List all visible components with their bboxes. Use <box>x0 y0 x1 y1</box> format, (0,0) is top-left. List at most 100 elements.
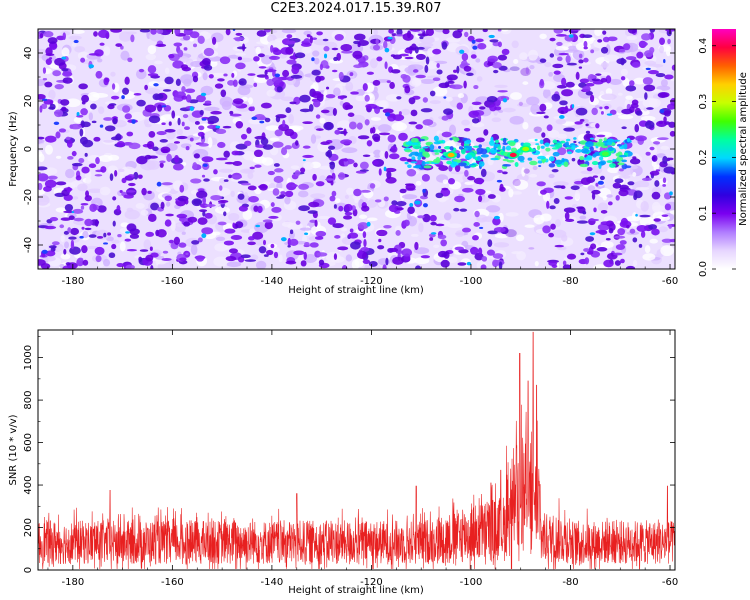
heatmap-noise-cell <box>49 103 56 110</box>
heatmap-noise-cell <box>626 224 630 229</box>
heatmap-noise-cell <box>651 156 656 161</box>
heatmap-noise-cell <box>340 44 353 52</box>
heatmap-noise-cell <box>287 244 291 248</box>
heatmap-noise-cell <box>236 46 247 50</box>
heatmap-noise-cell <box>366 199 378 208</box>
heatmap-noise-cell <box>231 72 235 78</box>
heatmap-noise-cell <box>614 260 621 266</box>
heatmap-noise-cell <box>171 110 176 119</box>
heatmap-x-tick-label: -100 <box>460 276 483 287</box>
heatmap-noise-cell <box>344 194 349 199</box>
heatmap-noise-cell <box>160 146 171 154</box>
heatmap-speckle <box>304 232 309 235</box>
heatmap-noise-cell <box>558 52 569 56</box>
heatmap-noise-cell <box>271 206 282 213</box>
heatmap-noise-cell <box>156 229 167 238</box>
heatmap-noise-cell <box>563 127 575 132</box>
heatmap-noise-cell <box>81 166 90 174</box>
snr-x-tick-label: -140 <box>261 577 284 588</box>
heatmap-noise-cell <box>372 133 381 141</box>
heatmap-noise-cell <box>340 50 353 54</box>
heatmap-noise-cell <box>255 46 262 55</box>
heatmap-noise-cell <box>162 89 172 92</box>
heatmap-noise-cell <box>350 91 359 95</box>
heatmap-noise-cell <box>307 210 318 214</box>
heatmap-noise-cell <box>352 50 363 60</box>
heatmap-noise-cell <box>254 164 262 168</box>
heatmap-speckle <box>589 232 596 236</box>
heatmap-signal-cell <box>565 138 571 142</box>
heatmap-noise-cell <box>166 29 173 33</box>
heatmap-noise-cell <box>533 126 542 133</box>
heatmap-noise-cell <box>333 56 338 62</box>
heatmap-noise-cell <box>590 243 597 250</box>
colorbar-ticks: 0.0 0.1 0.2 0.3 0.4 <box>698 38 736 277</box>
heatmap-noise-cell <box>607 201 613 206</box>
heatmap-speckle <box>645 67 651 71</box>
heatmap-noise-cell <box>570 185 580 191</box>
heatmap-noise-cell <box>659 45 664 54</box>
heatmap-noise-cell <box>390 145 398 153</box>
heatmap-noise-cell <box>348 121 357 130</box>
heatmap-speckle <box>443 96 447 99</box>
heatmap-noise-cell <box>204 106 220 112</box>
heatmap-noise-cell <box>415 180 422 186</box>
heatmap-noise-cell <box>84 152 88 157</box>
heatmap-signal-cell <box>493 143 500 148</box>
heatmap-noise-cell <box>540 213 552 222</box>
heatmap-noise-cell <box>354 197 359 204</box>
heatmap-noise-cell <box>429 90 436 97</box>
heatmap-noise-cell <box>641 177 652 181</box>
heatmap-noise-cell <box>411 79 422 86</box>
heatmap-signal-cell <box>606 141 613 146</box>
heatmap-noise-cell <box>104 125 116 132</box>
heatmap-noise-cell <box>308 201 320 208</box>
heatmap-noise-cell <box>597 223 610 231</box>
heatmap-noise-cell <box>213 169 218 175</box>
heatmap-noise-cell <box>285 260 297 265</box>
heatmap-noise-cell <box>123 194 134 199</box>
heatmap-noise-cell <box>253 149 263 158</box>
heatmap-noise-cell <box>124 209 140 220</box>
heatmap-noise-cell <box>109 173 114 181</box>
heatmap-signal-cell <box>539 139 544 145</box>
heatmap-noise-cell <box>243 191 249 199</box>
heatmap-noise-cell <box>47 37 58 44</box>
heatmap-noise-cell <box>59 224 65 229</box>
heatmap-noise-cell <box>662 183 667 187</box>
heatmap-noise-cell <box>311 92 324 99</box>
heatmap-noise-cell <box>165 213 174 217</box>
heatmap-signal-cell <box>463 145 473 149</box>
heatmap-noise-cell <box>658 226 668 233</box>
heatmap-noise-cell <box>331 190 337 197</box>
heatmap-noise-cell <box>602 30 607 35</box>
heatmap-noise-cell <box>77 257 84 261</box>
heatmap-noise-cell <box>85 190 90 198</box>
heatmap-noise-cell <box>616 58 627 65</box>
heatmap-peak <box>522 146 530 152</box>
heatmap-noise-cell <box>62 32 66 40</box>
heatmap-signal-cell <box>478 144 482 148</box>
heatmap-noise-cell <box>461 119 470 126</box>
heatmap-noise-cell <box>240 182 251 186</box>
heatmap-noise-cell <box>325 178 336 181</box>
heatmap-noise-cell <box>408 121 418 125</box>
heatmap-noise-cell <box>362 154 371 158</box>
heatmap-noise-cell <box>656 120 668 127</box>
heatmap-noise-cell <box>416 53 426 61</box>
heatmap-noise-cell <box>522 81 529 85</box>
heatmap-noise-cell <box>284 128 295 137</box>
heatmap-noise-cell <box>661 238 673 243</box>
heatmap-speckle <box>103 242 108 245</box>
heatmap-noise-cell <box>529 173 538 178</box>
heatmap-noise-cell <box>605 88 613 96</box>
heatmap-noise-cell <box>396 29 403 36</box>
heatmap-noise-cell <box>435 192 444 199</box>
heatmap-noise-cell <box>197 217 208 225</box>
heatmap-noise-cell <box>639 216 656 227</box>
heatmap-noise-cell <box>310 193 326 199</box>
heatmap-noise-cell <box>400 73 408 79</box>
heatmap-noise-cell <box>72 208 84 214</box>
heatmap-noise-cell <box>604 105 610 110</box>
heatmap-x-tick-label: -120 <box>360 276 383 287</box>
